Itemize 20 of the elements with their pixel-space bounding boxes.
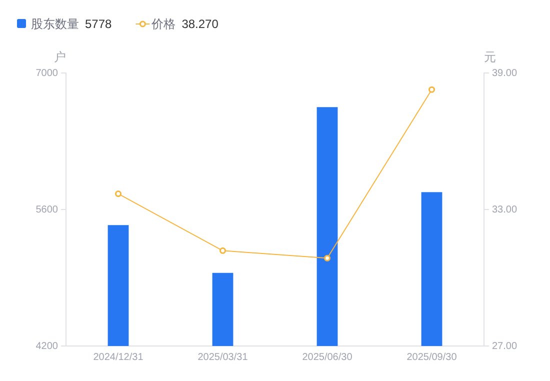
text: 38.270 (182, 17, 219, 31)
y-axis-title: 户 (54, 50, 66, 64)
y-tick-label: 7000 (36, 68, 58, 80)
point (324, 254, 330, 262)
y-tick-label: 5600 (36, 204, 58, 216)
point (428, 86, 435, 93)
y2-tick-label: 39.00 (492, 68, 518, 80)
y2-axis-title: 元 (484, 50, 496, 64)
y-tick-label: 4200 (36, 341, 58, 352)
y2-tick-label: 27.00 (492, 341, 518, 352)
text: 5778 (85, 17, 112, 31)
legend-label: 价格 (150, 17, 176, 31)
x-tick-label: 2024/12/31 (93, 352, 144, 364)
point (220, 247, 226, 254)
x-tick-label: 2025/06/30 (302, 352, 353, 364)
x-tick-label: 2025/09/30 (406, 352, 458, 364)
legend-label: 股东数量 (31, 17, 79, 31)
y2-tick-label: 33.00 (492, 204, 518, 216)
x-tick-label: 2025/03/31 (198, 352, 248, 364)
point (115, 190, 122, 198)
